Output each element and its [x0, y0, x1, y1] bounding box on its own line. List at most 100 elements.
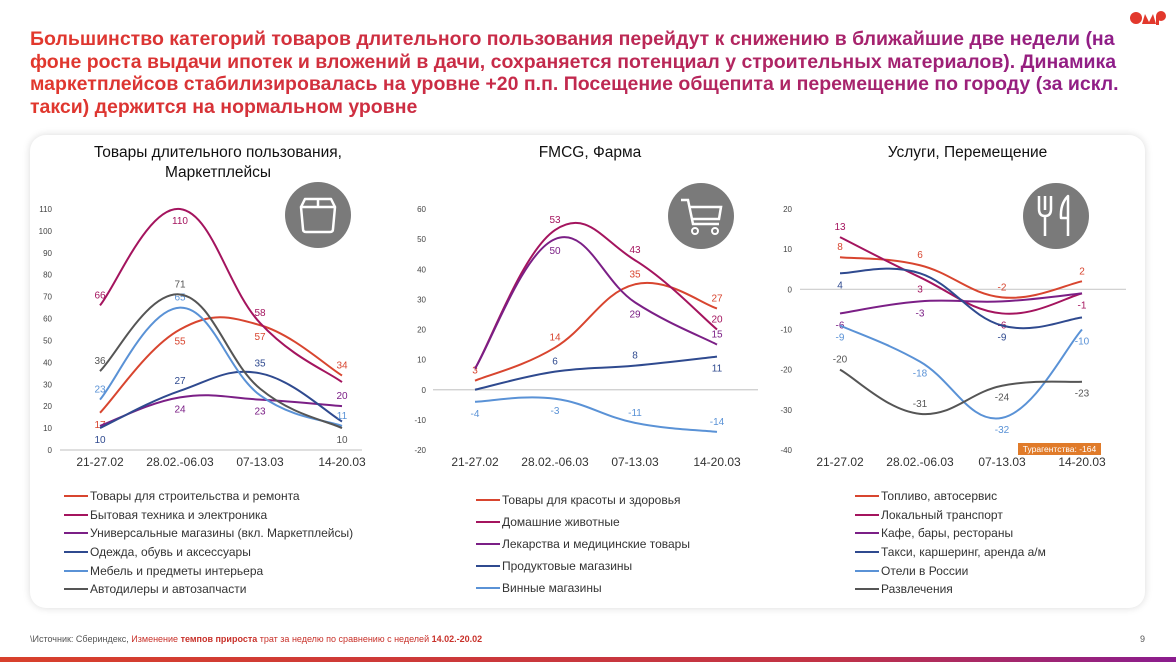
x-tick-label: 21-27.02 — [816, 455, 864, 469]
legend-item: Развлечения — [855, 580, 1046, 599]
y-tick-label: -40 — [780, 446, 792, 455]
x-tick-label: 07-13.03 — [978, 455, 1026, 469]
footnote-part2: темпов прироста — [180, 634, 258, 644]
y-tick-label: 60 — [43, 315, 52, 324]
y-tick-label: 20 — [43, 402, 52, 411]
legend-label: Такси, каршеринг, аренда а/м — [881, 545, 1046, 560]
legend-swatch — [64, 569, 88, 572]
legend-swatch — [855, 569, 879, 572]
y-tick-label: 0 — [48, 446, 53, 455]
y-tick-label: -30 — [780, 406, 792, 415]
legend-label: Топливо, автосервис — [881, 489, 998, 504]
data-label: 66 — [94, 290, 106, 301]
y-tick-label: -20 — [414, 446, 426, 455]
y-tick-label: 30 — [43, 380, 52, 389]
data-label: 6 — [917, 250, 923, 261]
fork-knife-icon — [1023, 183, 1089, 249]
series-line — [474, 396, 718, 433]
source-footnote: \Источник: Сбериндекс, Изменение темпов … — [30, 634, 482, 644]
y-tick-label: 100 — [39, 227, 53, 236]
legend-item: Лекарства и медицинские товары — [476, 533, 690, 555]
data-label: -31 — [913, 399, 928, 410]
legend-label: Бытовая техника и электроника — [90, 507, 268, 522]
chart1: 0 10 20 30 40 50 60 70 80 90 100 110 21-27.02 28.02.-… — [39, 182, 366, 469]
legend-label: Домашние животные — [502, 515, 620, 529]
data-label: 50 — [549, 246, 561, 257]
data-label: 11 — [712, 364, 723, 375]
legend-item: Одежда, обувь и аксессуары — [64, 543, 353, 562]
data-label: 3 — [917, 284, 923, 295]
data-label: 10 — [94, 435, 106, 446]
x-tick-label: 28.02.-06.03 — [146, 455, 214, 469]
charts-card — [30, 135, 1145, 608]
y-tick-label: 70 — [43, 293, 52, 302]
data-label: -9 — [836, 332, 845, 343]
footnote-part3: трат за неделю по сравнению с неделей — [257, 634, 432, 644]
data-label: 27 — [711, 293, 723, 304]
data-label: 2 — [1079, 266, 1085, 277]
shopping-cart-icon — [668, 183, 734, 249]
series-line — [839, 267, 1083, 330]
series-line — [474, 355, 718, 391]
series-line — [839, 256, 1083, 299]
legend-item: Автодилеры и автозапчасти — [64, 580, 353, 599]
chart1-title-line1: Товары длительного пользования, — [94, 144, 342, 161]
legend-item: Винные магазины — [476, 577, 690, 599]
legend-swatch — [855, 588, 879, 591]
legend-label: Отели в России — [881, 563, 969, 578]
data-label: 29 — [629, 309, 641, 320]
legend-label: Лекарства и медицинские товары — [502, 537, 690, 551]
series-line — [99, 370, 343, 429]
x-tick-label: 14-20.03 — [318, 455, 366, 469]
y-tick-label: 30 — [417, 295, 426, 304]
y-tick-label: 80 — [43, 271, 52, 280]
data-label: 13 — [834, 222, 846, 233]
data-label: 35 — [629, 269, 641, 280]
legend-label: Винные магазины — [502, 581, 602, 595]
legend-swatch — [476, 587, 500, 589]
legend-swatch — [64, 513, 88, 516]
chart2-title: FMCG, Фарма — [538, 144, 642, 161]
data-label: 8 — [632, 351, 638, 362]
series-line — [99, 316, 343, 414]
data-label: 15 — [711, 330, 723, 341]
data-label: 20 — [711, 315, 723, 326]
x-tick-label: 28.02.-06.03 — [886, 455, 954, 469]
data-label: 4 — [837, 280, 843, 291]
data-label: 3 — [472, 366, 478, 377]
y-tick-label: -10 — [414, 416, 426, 425]
data-label: -9 — [998, 332, 1007, 343]
y-tick-label: 40 — [417, 265, 426, 274]
y-tick-label: 10 — [43, 424, 52, 433]
legend-swatch — [476, 521, 500, 523]
footnote-part4: 14.02.-20.02 — [431, 634, 483, 644]
slide-title: Большинство категорий товаров длительног… — [30, 28, 1150, 118]
y-tick-label: -20 — [780, 366, 792, 375]
data-label: 65 — [174, 293, 186, 304]
data-label: 57 — [254, 332, 266, 343]
data-label: 23 — [254, 407, 266, 418]
legend-swatch — [64, 495, 88, 498]
series-line — [474, 236, 718, 370]
chart1-legend: Товары для строительства и ремонта Бытова… — [64, 487, 353, 599]
series-line — [99, 293, 343, 429]
x-tick-label: 07-13.03 — [236, 455, 284, 469]
chart2: -20 -10 0 10 20 30 40 50 60 21-27.02 28.02.-06.03 0… — [414, 183, 758, 469]
bottom-gradient-bar — [0, 657, 1176, 662]
x-tick-label: 14-20.03 — [1058, 455, 1106, 469]
page-number: 9 — [1140, 634, 1146, 644]
cart-icon-glyph — [681, 198, 723, 226]
data-label: 58 — [254, 308, 266, 319]
data-label: -11 — [628, 408, 642, 419]
data-label: 27 — [174, 376, 186, 387]
y-tick-label: 50 — [417, 235, 426, 244]
series-line — [839, 324, 1083, 420]
data-label: 53 — [549, 215, 561, 226]
legend-swatch — [855, 513, 879, 516]
data-label: 20 — [336, 391, 348, 402]
legend-swatch — [476, 543, 500, 545]
legend-label: Локальный транспорт — [881, 507, 1003, 522]
data-label: 10 — [336, 435, 348, 446]
legend-label: Товары для красоты и здоровья — [502, 493, 681, 507]
